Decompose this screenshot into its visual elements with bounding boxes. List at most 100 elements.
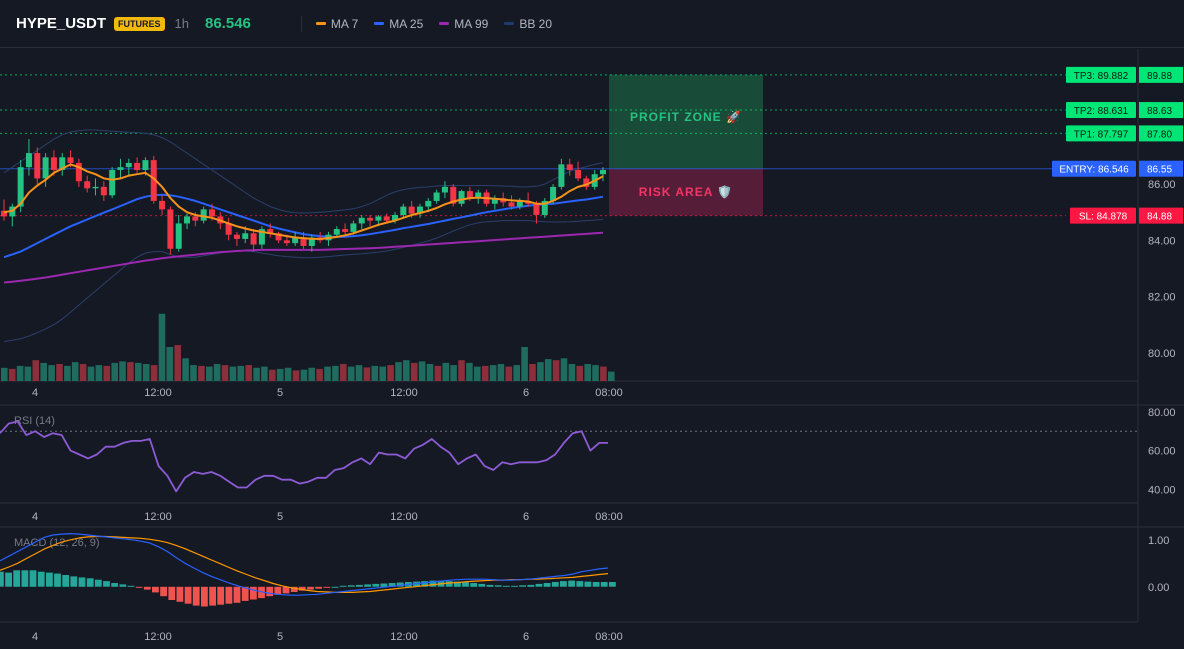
candle-body [333, 229, 340, 235]
volume-bar [332, 365, 339, 381]
macd-histogram-bar [356, 584, 363, 587]
level-label: TP2: 88.631 [1074, 106, 1129, 117]
rsi-line [0, 420, 608, 493]
volume-bar [442, 362, 450, 381]
macd-histogram-bar [0, 571, 4, 587]
legend-ma99-label: MA 99 [454, 16, 489, 31]
macd-histogram-bar [535, 583, 543, 587]
volume-bar [174, 345, 181, 381]
volume-bar [32, 360, 40, 381]
macd-histogram-bar [241, 586, 249, 601]
volume-bar [410, 362, 418, 381]
macd-title: MACD (12, 26, 9) [14, 537, 100, 549]
candle-body [433, 192, 440, 201]
symbol-name[interactable]: HYPE_USDT [16, 15, 107, 32]
candle-body [491, 198, 498, 204]
macd-histogram-bar [94, 579, 102, 587]
axis-price-label: 84.88 [1147, 212, 1172, 223]
candle-body [558, 164, 565, 187]
bb20-swatch [504, 22, 515, 25]
candle-body [17, 167, 24, 207]
macd-histogram-bar [592, 582, 600, 587]
volume-bar [403, 360, 410, 381]
candle-body [125, 162, 132, 168]
macd-histogram-bar [127, 585, 135, 587]
macd-histogram-bar [511, 585, 518, 587]
volume-bar [182, 358, 189, 381]
candle-body [392, 215, 399, 221]
legend-bb20-label: BB 20 [519, 16, 553, 31]
candle-body [167, 209, 174, 249]
profit-zone-label: PROFIT ZONE 🚀 [630, 110, 742, 124]
candle-body [583, 178, 590, 187]
macd-histogram-bar [478, 583, 486, 587]
axis-price-box [1139, 160, 1183, 177]
time-tick-label: 5 [277, 511, 283, 523]
candle-body [342, 229, 349, 232]
candle-body [300, 237, 307, 246]
macd-histogram-bar [551, 582, 559, 587]
candle-body [150, 160, 157, 201]
macd-histogram-bar [396, 582, 404, 587]
candle-body [225, 223, 232, 235]
volume-bar [150, 365, 158, 381]
legend-bb20[interactable]: BB 20 [504, 17, 552, 31]
volume-bar [576, 365, 584, 381]
macd-tick-label: 1.00 [1148, 535, 1169, 547]
macd-histogram-bar [5, 572, 12, 587]
time-tick-label: 08:00 [595, 511, 623, 523]
candle-body [100, 186, 107, 196]
time-tick-label: 6 [523, 387, 529, 399]
candle-body [575, 169, 582, 179]
candle-body [67, 157, 74, 163]
level-label-box [1070, 207, 1136, 224]
macd-histogram-bar [103, 581, 110, 587]
macd-histogram-bar [217, 586, 225, 605]
macd-histogram-bar [519, 585, 526, 587]
candle-body [508, 202, 515, 207]
macd-histogram-bar [502, 585, 510, 587]
volume-bar [426, 364, 434, 381]
macd-histogram-bar [290, 586, 298, 592]
volume-bar [592, 365, 599, 381]
timeframe-selector[interactable]: 1h [174, 16, 189, 31]
volume-bar [481, 365, 489, 381]
macd-histogram-bar [364, 584, 371, 587]
macd-histogram-bar [54, 573, 61, 587]
volume-bar [537, 362, 544, 381]
volume-bar [466, 362, 473, 381]
macd-histogram-bar [225, 586, 233, 604]
axis-price-box [1139, 66, 1183, 83]
axis-price-box [1139, 102, 1183, 119]
candle-body [84, 181, 91, 189]
macd-histogram-bar [209, 586, 216, 606]
macd-histogram-bar [347, 585, 355, 587]
level-label: TP1: 87.797 [1074, 129, 1129, 140]
volume-bar [300, 369, 308, 381]
volume-bar [142, 364, 150, 381]
macd-histogram-bar [339, 585, 347, 587]
candle-body [308, 237, 315, 246]
time-tick-label: 12:00 [144, 511, 172, 523]
legend-ma7[interactable]: MA 7 [315, 17, 358, 31]
legend-ma99[interactable]: MA 99 [439, 17, 488, 31]
volume-bar [135, 362, 142, 381]
volume-bar [111, 362, 118, 381]
volume-bar [355, 365, 363, 381]
volume-bar [245, 365, 252, 381]
legend-ma25[interactable]: MA 25 [374, 17, 423, 31]
candle-body [192, 216, 199, 221]
macd-histogram-bar [315, 586, 322, 589]
volume-bar [221, 365, 229, 381]
candle-body [541, 200, 548, 215]
macd-histogram-bar [62, 575, 70, 587]
candle-body [34, 153, 41, 179]
candle-body [350, 223, 357, 232]
level-label-box [1052, 160, 1136, 177]
macd-histogram-bar [380, 583, 388, 587]
macd-histogram-bar [576, 581, 584, 587]
candle-body [50, 157, 57, 170]
ma7-swatch [315, 22, 326, 25]
volume-bar [64, 365, 71, 381]
